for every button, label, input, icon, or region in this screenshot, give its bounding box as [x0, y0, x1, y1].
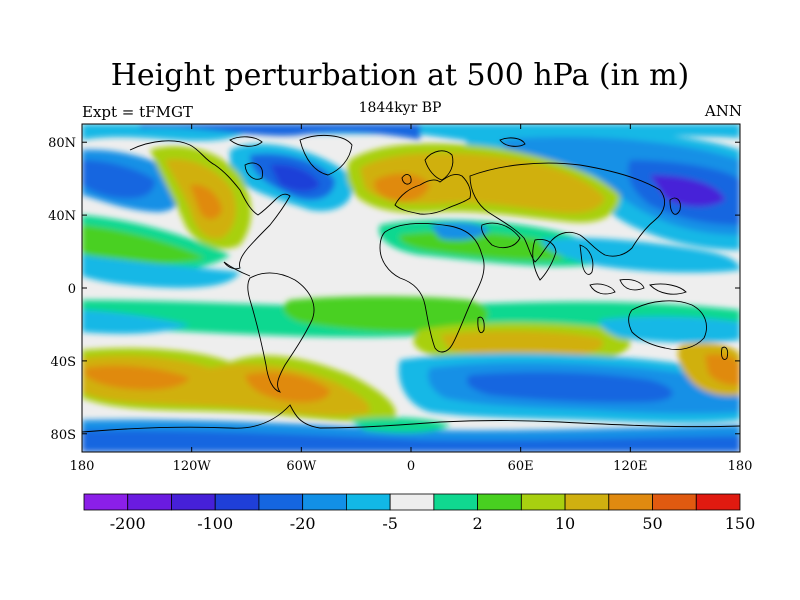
colorbar-swatch [127, 493, 172, 511]
colorbar-label: 150 [725, 514, 756, 533]
colorbar: -200 -100 -20 -5 2 10 50 150 [83, 493, 756, 533]
lat-tick-label: 80N [48, 136, 76, 151]
colorbar-swatch [171, 493, 216, 511]
height-field [82, 124, 740, 452]
colorbar-label: -5 [382, 514, 398, 533]
lon-tick-label: 180 [70, 459, 95, 474]
colorbar-label: -200 [110, 514, 146, 533]
lon-tick-label: 60E [508, 459, 534, 474]
season-label: ANN [704, 102, 742, 120]
colorbar-label: 2 [473, 514, 483, 533]
lat-tick-label: 40N [48, 209, 76, 224]
colorbar-swatch [302, 493, 347, 511]
colorbar-swatch [214, 493, 260, 511]
colorbar-swatch [477, 493, 522, 511]
lon-tick-label: 120E [613, 459, 647, 474]
longitude-axis: 180 120W 60W 0 60E 120E 180 [70, 124, 753, 474]
coastlines [82, 134, 740, 433]
colorbar-swatch [433, 493, 479, 511]
colorbar-label: 50 [642, 514, 662, 533]
lon-tick-label: 0 [407, 459, 415, 474]
lat-tick-label: 80S [51, 428, 76, 443]
colorbar-swatch [389, 493, 435, 511]
colorbar-swatch [83, 493, 129, 511]
colorbar-swatch [520, 493, 566, 511]
colorbar-label: -100 [197, 514, 233, 533]
time-label: 1844kyr BP [358, 100, 442, 116]
colorbar-label: -20 [290, 514, 316, 533]
lat-tick-label: 0 [68, 282, 76, 297]
experiment-label: Expt = tFMGT [82, 103, 193, 121]
colorbar-swatch [564, 493, 610, 511]
latitude-axis: 80N 40N 0 40S 80S [48, 136, 740, 443]
colorbar-label: 10 [555, 514, 575, 533]
colorbar-swatch [258, 493, 304, 511]
plot-title: Height perturbation at 500 hPa (in m) [110, 58, 690, 93]
colorbar-swatch [345, 493, 391, 511]
lon-tick-label: 60W [286, 459, 317, 474]
lon-tick-label: 180 [728, 459, 753, 474]
colorbar-swatch [608, 493, 653, 511]
colorbar-swatch [652, 493, 697, 511]
colorbar-swatch [695, 493, 741, 511]
lat-tick-label: 40S [51, 355, 76, 370]
lon-tick-label: 120W [173, 459, 212, 474]
